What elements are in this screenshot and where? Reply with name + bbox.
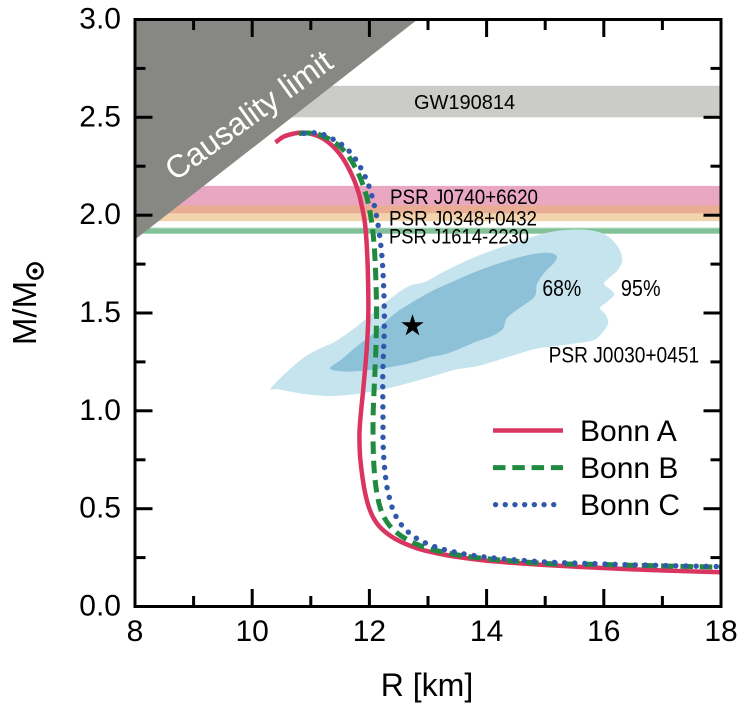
- svg-text:0.5: 0.5: [79, 492, 121, 525]
- svg-text:12: 12: [353, 615, 386, 648]
- svg-text:2.0: 2.0: [79, 198, 121, 231]
- svg-text:16: 16: [587, 615, 620, 648]
- svg-text:18: 18: [704, 615, 737, 648]
- svg-text:1.5: 1.5: [79, 296, 121, 329]
- svg-text:Bonn A: Bonn A: [580, 415, 677, 448]
- svg-text:10: 10: [236, 615, 269, 648]
- svg-text:8: 8: [127, 615, 144, 648]
- svg-text:95%: 95%: [621, 275, 661, 301]
- svg-text:Bonn B: Bonn B: [580, 452, 678, 485]
- svg-text:14: 14: [470, 615, 503, 648]
- svg-text:GW190814: GW190814: [414, 92, 515, 114]
- svg-text:68%: 68%: [542, 275, 581, 301]
- svg-text:Bonn C: Bonn C: [580, 489, 680, 522]
- svg-text:0.0: 0.0: [79, 590, 121, 623]
- svg-text:PSR J0348+0432: PSR J0348+0432: [389, 207, 537, 230]
- svg-text:3.0: 3.0: [79, 3, 121, 36]
- svg-text:R [km]: R [km]: [381, 667, 473, 703]
- svg-text:PSR J1614-2230: PSR J1614-2230: [389, 226, 529, 249]
- svg-text:2.5: 2.5: [79, 100, 121, 133]
- svg-text:1.0: 1.0: [79, 394, 121, 427]
- svg-text:M/M: M/M: [6, 281, 43, 345]
- svg-text:PSR J0030+0451: PSR J0030+0451: [549, 343, 700, 368]
- svg-text:PSR J0740+6620: PSR J0740+6620: [390, 186, 538, 209]
